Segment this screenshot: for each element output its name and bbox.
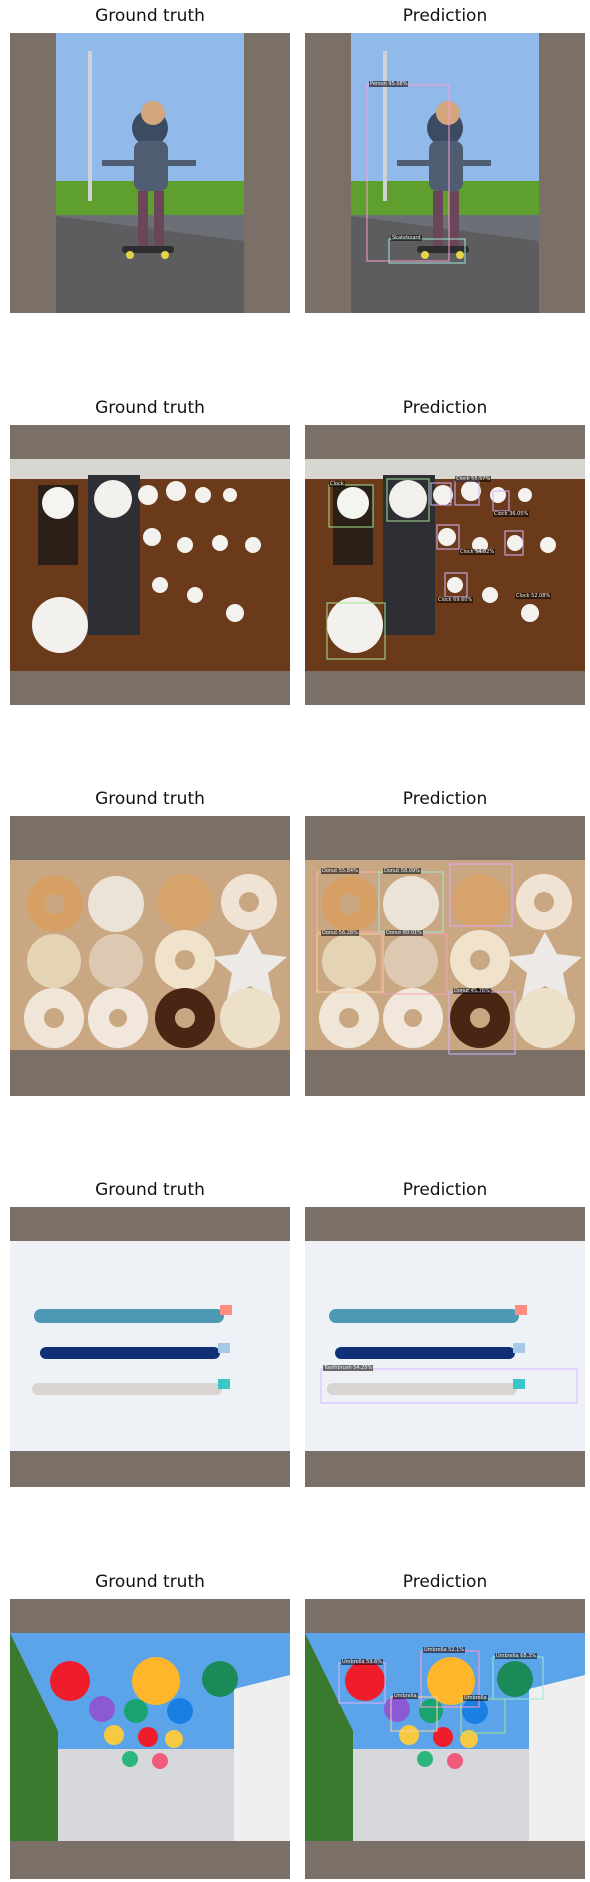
prediction-label: Person 95.08%	[369, 81, 409, 87]
donuts-photo	[305, 816, 585, 1096]
ground-truth-image	[10, 816, 290, 1096]
prediction-label: Donut 55.84%	[321, 868, 359, 874]
ground-truth-image	[10, 1207, 290, 1487]
prediction-label: Skateboard	[391, 235, 422, 241]
prediction-title: Prediction	[402, 6, 488, 26]
prediction-label: Clock 55.57%	[455, 476, 492, 482]
ground-truth-title: Ground truth	[95, 1572, 205, 1592]
skateboard-photo	[10, 33, 290, 313]
prediction-label: Donut 45.76%	[453, 988, 491, 994]
prediction-image: Toothbrush 54.25%	[305, 1207, 585, 1487]
prediction-label: Donut 58.09%	[383, 868, 421, 874]
prediction-label: Clock 69.60%	[437, 597, 474, 603]
prediction-image: Umbrella 59.6% Umbrella 52.1% Umbrella 6…	[305, 1599, 585, 1879]
ground-truth-image	[10, 425, 290, 705]
prediction-label: Clock 52.08%	[515, 593, 552, 599]
umbrellas-photo	[10, 1599, 290, 1879]
toothbrushes-photo	[305, 1207, 585, 1487]
ground-truth-title: Ground truth	[95, 1180, 205, 1200]
clocks-photo	[10, 425, 290, 705]
ground-truth-image	[10, 1599, 290, 1879]
prediction-title: Prediction	[402, 1180, 488, 1200]
prediction-label: Umbrella	[393, 1693, 418, 1699]
prediction-label: Umbrella 52.1%	[423, 1647, 466, 1653]
prediction-label: Clock	[329, 481, 345, 487]
prediction-image: Donut 55.84% Donut 58.09% Donut 56.28% D…	[305, 816, 585, 1096]
prediction-label: Clock 36.05%	[493, 511, 530, 517]
donuts-photo	[10, 816, 290, 1096]
prediction-label: Toothbrush 54.25%	[323, 1365, 374, 1371]
prediction-label: Clock 54.82%	[459, 549, 496, 555]
umbrellas-photo	[305, 1599, 585, 1879]
prediction-title: Prediction	[402, 398, 488, 418]
ground-truth-title: Ground truth	[95, 398, 205, 418]
prediction-label: Umbrella 59.6%	[341, 1659, 384, 1665]
ground-truth-title: Ground truth	[95, 789, 205, 809]
ground-truth-title: Ground truth	[95, 6, 205, 26]
prediction-image: Person 95.08% Skateboard	[305, 33, 585, 313]
prediction-label: Umbrella	[463, 1695, 488, 1701]
prediction-label: Donut 56.28%	[321, 930, 359, 936]
prediction-label: Umbrella 68.3%	[495, 1653, 538, 1659]
toothbrushes-photo	[10, 1207, 290, 1487]
prediction-label: Donut 60.01%	[385, 930, 423, 936]
prediction-title: Prediction	[402, 789, 488, 809]
clocks-photo	[305, 425, 585, 705]
skateboard-photo	[305, 33, 585, 313]
prediction-image: Clock Clock 55.57% Clock 36.05% Clock 54…	[305, 425, 585, 705]
prediction-title: Prediction	[402, 1572, 488, 1592]
ground-truth-image	[10, 33, 290, 313]
